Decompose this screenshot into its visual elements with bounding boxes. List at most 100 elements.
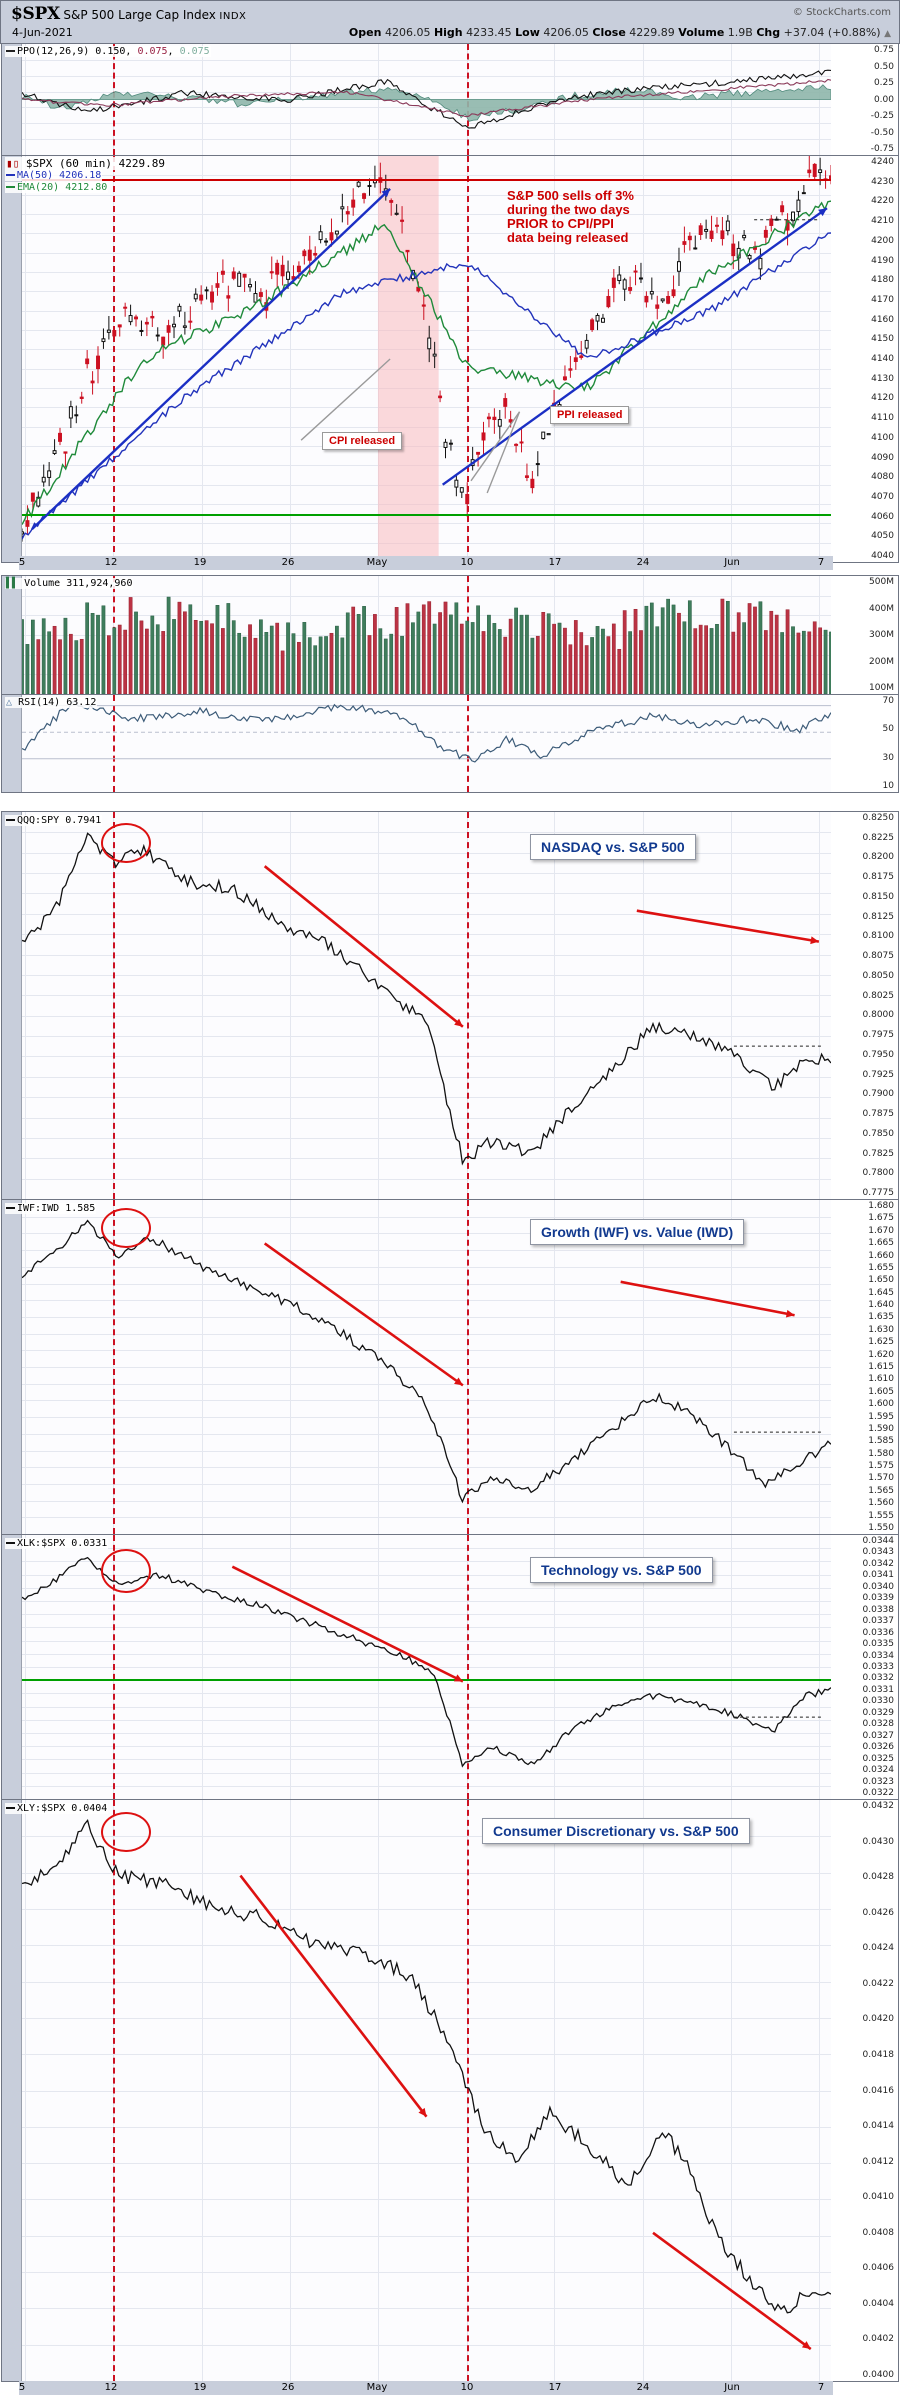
- volume-bar: [291, 633, 296, 694]
- gridline-v: [290, 156, 291, 562]
- price-candle: [753, 241, 757, 254]
- gridline-v: [290, 1535, 291, 1799]
- candles-icon: ▮▯: [6, 157, 20, 170]
- y-tick-label: 4210: [871, 216, 894, 227]
- gridline-v: [378, 44, 379, 155]
- price-candle: [514, 443, 519, 453]
- y-tick-label: 0.0342: [862, 1558, 895, 1569]
- rsi-plot-area[interactable]: [21, 695, 831, 792]
- volume-bar: [90, 613, 95, 694]
- event-vertical-line: [113, 1200, 115, 1534]
- ratio1-plot-area[interactable]: [21, 812, 831, 1199]
- price-candle: [106, 316, 111, 340]
- volume-y-axis: 500M 400M 300M 200M 100M: [831, 576, 898, 694]
- price-candle: [666, 290, 671, 305]
- x-tick-label: 24: [636, 557, 650, 568]
- price-candle: [41, 464, 46, 487]
- volume-plot-area[interactable]: [21, 576, 831, 694]
- y-tick-label: 4060: [871, 511, 894, 522]
- gridline-h: [22, 291, 831, 292]
- gridline-h: [22, 2308, 831, 2309]
- gridline-h: [22, 873, 831, 874]
- volume-legend: ▌▌ Volume 311,924,960: [5, 578, 134, 589]
- volume-bar: [503, 636, 508, 694]
- gridline-h: [22, 1588, 831, 1589]
- gridline-v: [819, 576, 820, 694]
- volume-bar: [709, 628, 714, 694]
- price-candle: [280, 255, 285, 286]
- gridline-v: [731, 576, 732, 694]
- gridline-h: [22, 253, 831, 254]
- gridline-h: [22, 1284, 831, 1285]
- gridline-h: [22, 233, 831, 234]
- data-series-line: [22, 69, 831, 129]
- price-candle: [150, 310, 155, 327]
- gridline-h: [22, 427, 831, 428]
- y-tick-label: 50: [882, 724, 894, 735]
- price-candle: [242, 273, 247, 293]
- source-credit: © StockCharts.com: [792, 7, 891, 18]
- price-candle: [687, 232, 692, 251]
- gridline-v: [731, 812, 732, 1199]
- volume-bar: [769, 610, 774, 694]
- y-tick-label: 0.7775: [862, 1188, 895, 1198]
- price-candle: [785, 213, 790, 246]
- volume-bar: [52, 625, 57, 694]
- y-tick-label: 0.7850: [862, 1128, 895, 1139]
- y-tick-label: 0.0432: [862, 1801, 895, 1811]
- volume-bar: [351, 606, 356, 694]
- ratio3-left-gutter: [2, 1535, 21, 1799]
- volume-bar: [568, 644, 573, 694]
- y-tick-label: 0.0414: [862, 2121, 895, 2132]
- volume-bar: [584, 645, 589, 694]
- y-tick-label: 1.560: [868, 1498, 894, 1509]
- volume-bar: [389, 633, 394, 694]
- ratio1-swatch-icon: [6, 819, 15, 821]
- y-tick-label: 1.590: [868, 1423, 894, 1434]
- volume-bar: [405, 603, 410, 694]
- volume-bar: [172, 619, 176, 694]
- price-plot-area[interactable]: [21, 156, 831, 562]
- gridline-v: [554, 1800, 555, 2381]
- volume-bar: [438, 612, 442, 694]
- ratio2-plot-area[interactable]: [21, 1200, 831, 1534]
- volume-bar: [514, 607, 518, 694]
- gridline-h: [22, 1451, 831, 1452]
- trend-arrow: [636, 909, 820, 945]
- x-tick-label: May: [366, 2382, 388, 2393]
- gridline-h: [22, 1217, 831, 1218]
- ratio4-plot-area[interactable]: [21, 1800, 831, 2381]
- price-candle: [774, 216, 779, 221]
- ppo-plot-area[interactable]: [21, 44, 831, 155]
- ratio4-swatch-icon: [6, 1807, 15, 1809]
- volume-bar: [237, 632, 242, 694]
- volume-bar: [563, 627, 567, 694]
- y-tick-label: 1.645: [868, 1287, 894, 1298]
- gridline-h: [22, 1350, 831, 1351]
- price-candle: [470, 446, 475, 471]
- gridline-h: [22, 1759, 831, 1760]
- price-candle: [655, 295, 660, 320]
- gridline-h: [22, 1786, 831, 1787]
- volume-bar: [763, 630, 768, 694]
- y-tick-label: 0.0327: [862, 1730, 895, 1741]
- gridline-h: [22, 1250, 831, 1251]
- price-candle: [22, 528, 24, 542]
- price-candle: [438, 390, 443, 403]
- price-candle: [497, 409, 502, 440]
- y-tick-label: 400M: [869, 603, 894, 614]
- y-tick-label: 4040: [871, 551, 894, 561]
- price-annotation-note: S&P 500 sells off 3% during the two days…: [507, 189, 634, 245]
- price-candle: [210, 285, 215, 310]
- y-tick-label: 0.8250: [862, 813, 895, 823]
- volume-bar: [573, 620, 578, 694]
- gridline-v: [819, 156, 820, 562]
- price-candle: [541, 431, 546, 440]
- volume-bar: [36, 639, 41, 694]
- gridline-h: [22, 1434, 831, 1435]
- volume-bar: [128, 597, 133, 694]
- price-candle: [144, 317, 149, 337]
- volume-bar: [335, 625, 339, 694]
- gridline-h: [22, 615, 831, 616]
